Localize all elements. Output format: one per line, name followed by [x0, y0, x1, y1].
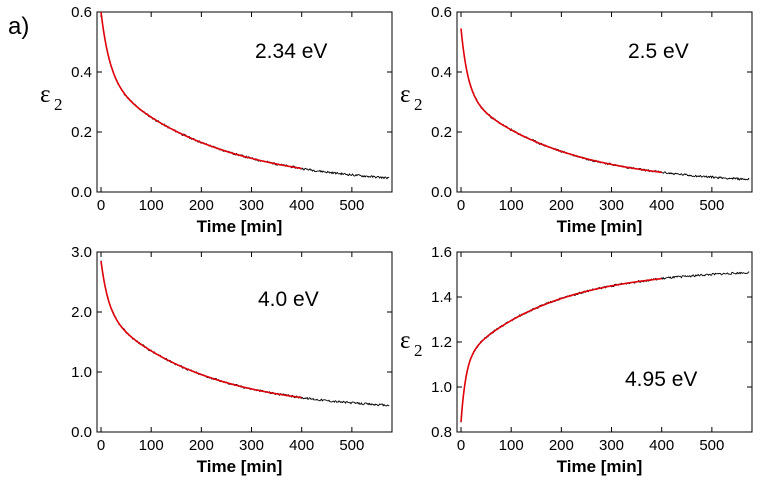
x-tick-label: 400 [649, 437, 674, 454]
y-tick-label: 0.0 [71, 184, 92, 201]
x-axis-title: Time [min] [557, 217, 643, 236]
x-tick-label: 100 [499, 437, 524, 454]
y-tick-label: 0.2 [431, 124, 452, 141]
x-tick-label: 0 [97, 197, 105, 214]
energy-label: 2.5 eV [628, 40, 689, 63]
y-tick-label: 1.4 [431, 289, 452, 306]
plot-frame [456, 11, 753, 193]
y-axis-title: ε [400, 81, 411, 108]
y-axis-title-subscript: 2 [54, 95, 63, 114]
x-tick-label: 0 [457, 437, 465, 454]
y-tick-label: 1.6 [431, 244, 452, 261]
x-tick-label: 0 [457, 197, 465, 214]
x-tick-label: 300 [599, 197, 624, 214]
series-fit-line [460, 277, 662, 422]
y-tick-label: 1.2 [431, 334, 452, 351]
energy-label: 4.0 eV [258, 288, 319, 311]
plot-frame [456, 251, 753, 433]
y-tick-label: 0.4 [431, 64, 452, 81]
x-tick-label: 400 [289, 197, 314, 214]
y-tick-label: 0.4 [71, 64, 92, 81]
x-tick-label: 100 [499, 197, 524, 214]
x-axis-title: Time [min] [557, 457, 643, 476]
x-tick-label: 400 [289, 437, 314, 454]
x-tick-label: 100 [139, 197, 164, 214]
y-tick-label: 1.0 [71, 364, 92, 381]
series-fit-line [460, 28, 662, 174]
series-measured-line [460, 271, 750, 423]
series-fit-line [100, 11, 302, 170]
x-tick-label: 500 [339, 437, 364, 454]
y-axis-title: ε [40, 81, 51, 108]
y-axis-title: ε [400, 327, 411, 354]
series-measured-line [100, 11, 390, 180]
y-axis-title-subscript: 2 [414, 95, 423, 114]
x-tick-label: 0 [97, 437, 105, 454]
series-fit-line [100, 260, 302, 399]
x-tick-label: 400 [649, 197, 674, 214]
plot-frame [96, 251, 393, 433]
series-measured-line [460, 29, 750, 181]
figure-label: a) [8, 13, 29, 40]
x-tick-label: 300 [239, 197, 264, 214]
y-tick-label: 3.0 [71, 244, 92, 261]
y-tick-label: 0.0 [431, 184, 452, 201]
series-measured-line [100, 260, 390, 407]
y-tick-label: 0.8 [431, 424, 452, 441]
y-tick-label: 0.6 [71, 4, 92, 21]
x-tick-label: 200 [189, 437, 214, 454]
x-tick-label: 500 [339, 197, 364, 214]
x-tick-label: 200 [549, 197, 574, 214]
x-axis-title: Time [min] [197, 457, 283, 476]
x-tick-label: 200 [549, 437, 574, 454]
x-tick-label: 300 [239, 437, 264, 454]
x-tick-label: 300 [599, 437, 624, 454]
y-tick-label: 2.0 [71, 304, 92, 321]
x-tick-label: 500 [699, 437, 724, 454]
x-tick-label: 100 [139, 437, 164, 454]
energy-label: 2.34 eV [255, 40, 327, 63]
panel-4-0ev: 0 100 200 300 400 500 0.0 1.0 2.0 3.0 Time [min] 4.… [71, 244, 393, 476]
y-tick-label: 0.6 [431, 4, 452, 21]
y-axis-title-subscript: 2 [414, 341, 423, 360]
x-tick-label: 200 [189, 197, 214, 214]
plot-frame [96, 11, 393, 193]
y-tick-label: 0.0 [71, 424, 92, 441]
x-tick-label: 500 [699, 197, 724, 214]
energy-label: 4.95 eV [625, 368, 697, 391]
y-tick-label: 1.0 [431, 379, 452, 396]
x-axis-title: Time [min] [197, 217, 283, 236]
y-tick-label: 0.2 [71, 124, 92, 141]
panel-4-95ev: 0 100 200 300 400 500 0.8 1.0 1.2 1.4 1.6 Time [min… [400, 244, 753, 476]
